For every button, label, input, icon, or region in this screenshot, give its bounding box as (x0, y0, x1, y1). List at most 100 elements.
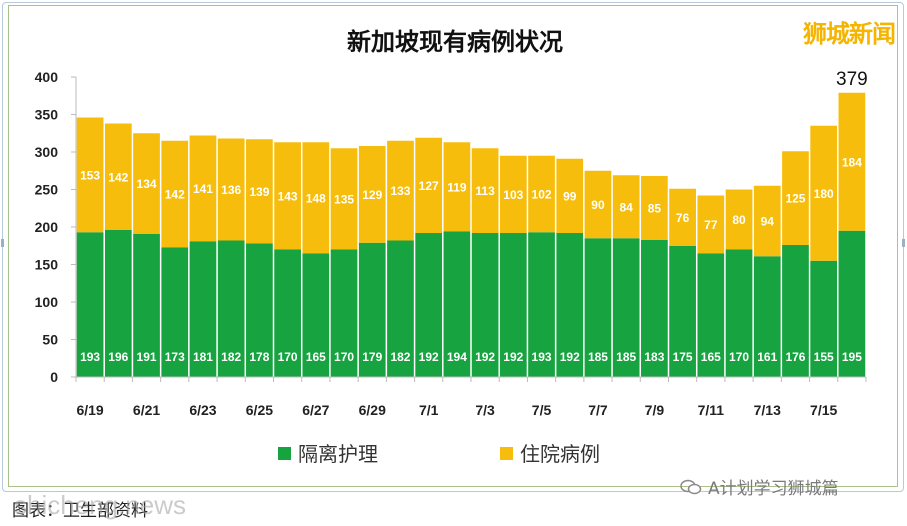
bar-segment-isolation (725, 249, 753, 377)
y-tick-label: 200 (35, 219, 59, 235)
y-tick-label: 0 (50, 369, 58, 385)
x-tick-label: 7/9 (645, 402, 665, 418)
bar-value-label-isolation: 173 (165, 350, 185, 364)
bar-segment-hospitalised (697, 195, 725, 254)
bar-segment-hospitalised (584, 170, 612, 239)
bar-segment-isolation (641, 239, 668, 377)
y-tick-label: 400 (35, 69, 59, 85)
x-tick-label: 6/21 (133, 402, 160, 418)
bar-value-label-isolation: 178 (249, 350, 269, 364)
bar-value-label-hospitalised: 90 (591, 198, 605, 212)
bar-value-label-isolation: 182 (221, 350, 241, 364)
bar-segment-hospitalised (782, 151, 809, 245)
bar-segment-hospitalised (556, 158, 584, 233)
frame-handle-left[interactable] (1, 239, 4, 247)
bar-segment-isolation (246, 243, 273, 377)
bar-value-label-hospitalised: 141 (193, 182, 213, 196)
wechat-watermark: A计划学习狮城篇 (680, 474, 839, 499)
bar-segment-isolation (753, 256, 781, 377)
y-tick-label: 350 (35, 107, 59, 123)
bar-segment-isolation (612, 238, 640, 377)
figure-caption: 图表：卫生部资料 (12, 501, 148, 521)
bar-value-label-isolation: 170 (334, 350, 354, 364)
bars-group: 193 153 196 142 191 134 173 142 181 141 182 136 178 1… (76, 69, 868, 377)
x-tick-label: 6/27 (302, 402, 329, 418)
bar-segment-isolation (810, 260, 838, 377)
bar-segment-hospitalised (76, 117, 104, 233)
wechat-icon (680, 479, 702, 495)
frame-handle-right[interactable] (902, 239, 905, 247)
bar-value-label-isolation: 195 (842, 350, 862, 364)
bar-value-label-hospitalised: 80 (732, 213, 746, 227)
x-tick-label: 7/15 (810, 402, 837, 418)
bar-segment-isolation (669, 245, 696, 377)
bar-value-label-hospitalised: 133 (390, 184, 410, 198)
bar-value-label-isolation: 194 (447, 350, 467, 364)
bar-value-label-isolation: 179 (362, 350, 382, 364)
bar-value-label-hospitalised: 84 (619, 200, 633, 214)
bar-value-label-isolation: 185 (616, 350, 636, 364)
bar-value-label-isolation: 155 (814, 350, 834, 364)
bar-segment-hospitalised (358, 146, 386, 243)
bar-segment-hospitalised (133, 133, 160, 234)
bar-value-label-isolation: 192 (475, 350, 495, 364)
bar-value-label-hospitalised: 180 (814, 187, 834, 201)
bar-value-label-hospitalised: 113 (475, 184, 495, 198)
bar-segment-isolation (697, 253, 725, 377)
bar-segment-hospitalised (471, 148, 499, 233)
bar-value-label-hospitalised: 143 (278, 189, 298, 203)
bar-value-label-isolation: 182 (390, 350, 410, 364)
bar-value-label-isolation: 196 (108, 350, 128, 364)
bar-segment-hospitalised (161, 140, 189, 248)
x-tick-label: 7/5 (532, 402, 552, 418)
bar-segment-isolation (76, 232, 104, 377)
bar-value-label-isolation: 192 (419, 350, 439, 364)
x-tick-label: 6/23 (189, 402, 216, 418)
bar-segment-hospitalised (330, 148, 358, 250)
bar-segment-hospitalised (189, 135, 217, 242)
bar-segment-isolation (330, 249, 358, 377)
bar-segment-hospitalised (838, 92, 866, 231)
bar-segment-isolation (528, 232, 555, 377)
bar-value-label-hospitalised: 139 (249, 185, 269, 199)
bar-segment-isolation (217, 240, 245, 377)
y-tick-label: 150 (35, 257, 59, 273)
bar-value-label-isolation: 191 (137, 350, 157, 364)
chart-title: 新加坡现有病例状况 (347, 28, 563, 56)
bar-value-label-hospitalised: 127 (419, 179, 439, 193)
last-bar-total-label: 379 (836, 69, 868, 90)
bar-segment-isolation (387, 240, 414, 377)
bar-segment-hospitalised (274, 142, 301, 250)
bar-segment-hospitalised (499, 155, 527, 233)
bar-value-label-hospitalised: 148 (306, 191, 326, 205)
bar-value-label-hospitalised: 102 (532, 188, 552, 202)
bar-segment-hospitalised (810, 125, 838, 261)
x-tick-label: 7/7 (588, 402, 608, 418)
bar-segment-isolation (415, 233, 443, 377)
bar-segment-hospitalised (612, 175, 640, 239)
bar-segment-isolation (133, 233, 160, 377)
bar-segment-isolation (358, 242, 386, 377)
bar-value-label-isolation: 165 (306, 350, 326, 364)
y-tick-label: 300 (35, 144, 59, 160)
legend-item-isolation-swatch (278, 447, 291, 460)
bar-segment-hospitalised (104, 123, 132, 230)
bar-segment-hospitalised (528, 155, 555, 233)
bar-segment-hospitalised (415, 137, 443, 233)
bar-value-label-hospitalised: 85 (648, 201, 662, 215)
bar-segment-hospitalised (443, 142, 471, 232)
bar-value-label-hospitalised: 125 (785, 192, 805, 206)
bar-value-label-hospitalised: 94 (761, 215, 775, 229)
bar-segment-isolation (189, 241, 217, 377)
y-tick-label: 250 (35, 182, 59, 198)
y-tick-label: 50 (42, 332, 58, 348)
bar-value-label-isolation: 192 (503, 350, 523, 364)
bar-value-label-hospitalised: 142 (165, 188, 185, 202)
wechat-account-name: A计划学习狮城篇 (708, 479, 839, 499)
bar-segment-isolation (443, 231, 471, 377)
bar-segment-hospitalised (669, 188, 696, 246)
bar-segment-isolation (104, 230, 132, 377)
axes-group: 0 50 100 150 200 250 300 350 400 6/19 6/21 6/23 6/25… (35, 69, 867, 418)
bar-value-label-isolation: 175 (673, 350, 693, 364)
